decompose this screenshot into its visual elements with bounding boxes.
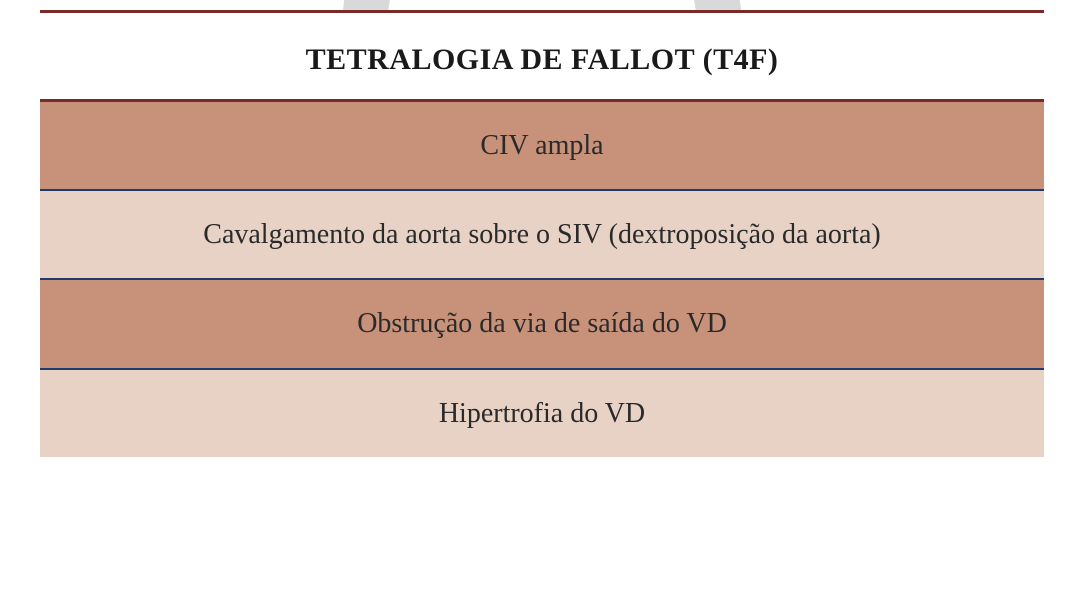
- table-row: Cavalgamento da aorta sobre o SIV (dextr…: [40, 191, 1044, 280]
- table-row: CIV ampla: [40, 102, 1044, 191]
- table-header: TETRALOGIA DE FALLOT (T4F): [40, 13, 1044, 102]
- table-row: Obstrução da via de saída do VD: [40, 280, 1044, 369]
- table-row: Hipertrofia do VD: [40, 370, 1044, 457]
- table-container: TETRALOGIA DE FALLOT (T4F) CIV ampla Cav…: [0, 10, 1084, 457]
